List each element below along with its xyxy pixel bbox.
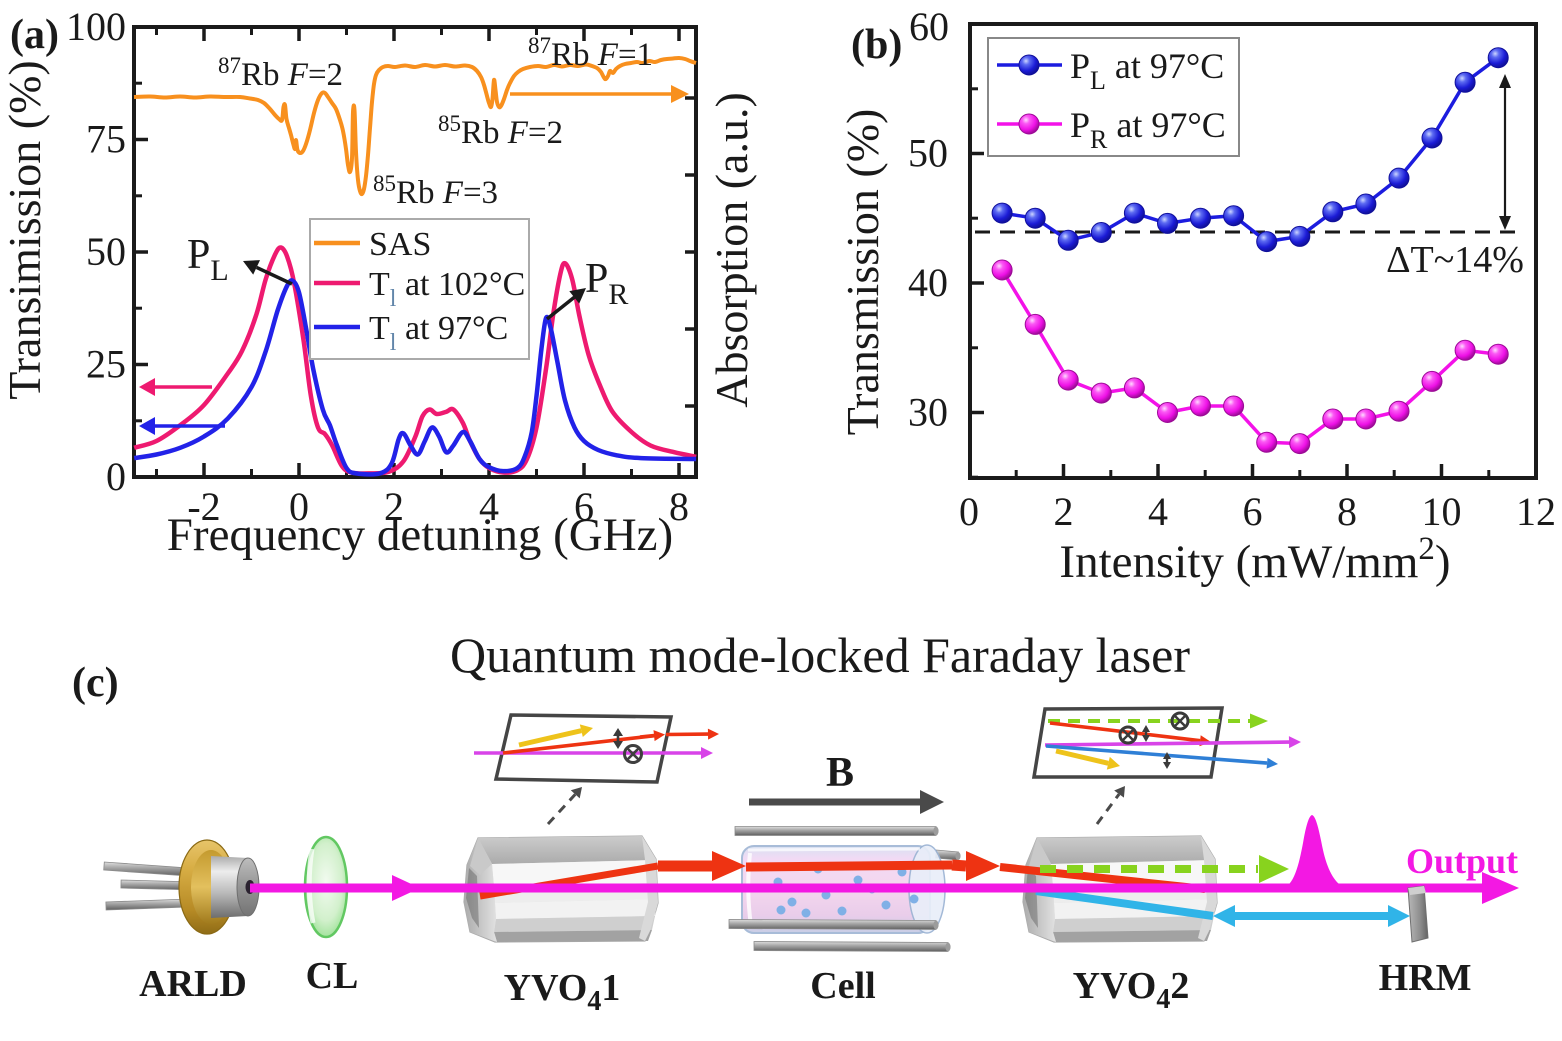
svg-text:Intensity (mW/mm2): Intensity (mW/mm2) [1059, 531, 1450, 588]
svg-text:(a): (a) [10, 12, 59, 58]
svg-text:0: 0 [959, 489, 979, 534]
svg-text:100: 100 [66, 4, 126, 49]
svg-text:4: 4 [1148, 489, 1168, 534]
svg-text:0: 0 [106, 454, 126, 499]
svg-text:6: 6 [1243, 489, 1263, 534]
svg-text:ARLD: ARLD [139, 963, 247, 1005]
svg-text:YVO42: YVO42 [1073, 965, 1190, 1015]
svg-text:Frequency detuning (GHz): Frequency detuning (GHz) [167, 509, 673, 561]
svg-text:-2: -2 [187, 484, 220, 529]
svg-text:25: 25 [86, 342, 126, 387]
svg-text:6: 6 [574, 484, 594, 529]
svg-text:Transimission (%): Transimission (%) [0, 60, 50, 400]
svg-text:CL: CL [306, 955, 359, 997]
svg-text:(c): (c) [72, 660, 119, 706]
svg-text:Cell: Cell [810, 965, 875, 1007]
svg-text:10: 10 [1422, 489, 1462, 534]
svg-text:0: 0 [289, 484, 309, 529]
svg-text:B: B [826, 750, 854, 796]
svg-text:30: 30 [908, 390, 948, 435]
svg-text:8: 8 [669, 484, 689, 529]
svg-text:60: 60 [909, 4, 949, 49]
svg-text:40: 40 [908, 260, 948, 305]
svg-text:Quantum mode-locked Faraday la: Quantum mode-locked Faraday laser [450, 627, 1190, 683]
svg-text:YVO41: YVO41 [504, 967, 621, 1017]
svg-text:Absorption (a.u.): Absorption (a.u.) [706, 92, 757, 408]
svg-text:85Rb F=2: 85Rb F=2 [438, 111, 563, 151]
svg-text:8: 8 [1337, 489, 1357, 534]
svg-text:Output: Output [1406, 841, 1518, 881]
svg-text:2: 2 [1054, 489, 1074, 534]
svg-text:(b): (b) [851, 22, 902, 68]
svg-text:PL: PL [187, 232, 229, 287]
svg-text:87Rb F=2: 87Rb F=2 [218, 53, 343, 93]
svg-text:85Rb F=3: 85Rb F=3 [373, 171, 498, 211]
svg-text:87Rb F=1: 87Rb F=1 [528, 33, 653, 73]
svg-text:75: 75 [86, 117, 126, 162]
svg-text:SAS: SAS [369, 226, 431, 263]
svg-text:HRM: HRM [1379, 957, 1472, 999]
svg-text:50: 50 [86, 229, 126, 274]
svg-text:4: 4 [479, 484, 499, 529]
svg-text:ΔT~14%: ΔT~14% [1386, 239, 1524, 281]
svg-text:2: 2 [384, 484, 404, 529]
svg-text:Transmission (%): Transmission (%) [837, 109, 888, 436]
svg-text:12: 12 [1516, 489, 1556, 534]
svg-text:50: 50 [908, 131, 948, 176]
